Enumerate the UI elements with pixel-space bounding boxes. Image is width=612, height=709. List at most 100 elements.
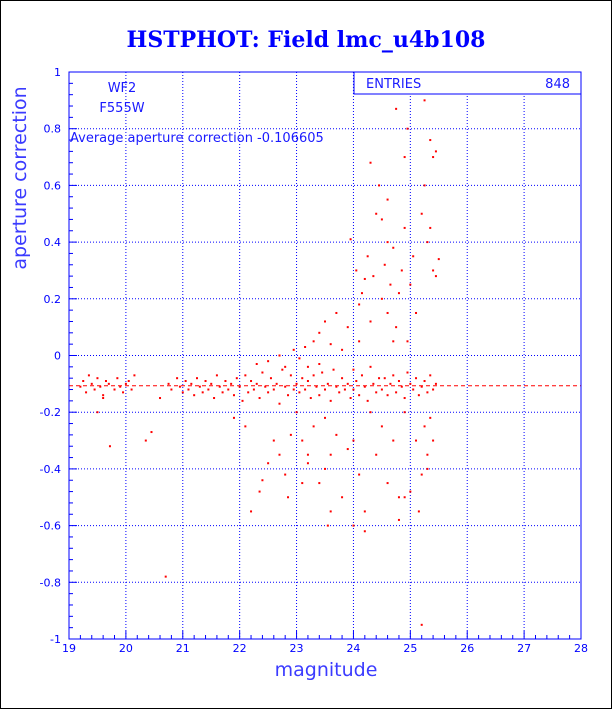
y-tick-label: -0.4	[40, 463, 61, 476]
data-points	[79, 99, 440, 626]
data-point	[338, 391, 341, 394]
data-point	[386, 198, 389, 201]
data-point	[85, 391, 88, 394]
data-point	[420, 385, 423, 388]
data-point	[386, 394, 389, 397]
data-point	[312, 340, 315, 343]
data-point	[258, 490, 261, 493]
data-point	[406, 127, 409, 130]
data-point	[429, 139, 432, 142]
data-point	[198, 385, 201, 388]
average-annotation: Average aperture correction -0.106605	[70, 131, 324, 146]
y-tick-label: -0.8	[40, 576, 61, 589]
y-tick-label: 0.8	[44, 123, 62, 136]
axis-ticks	[68, 71, 582, 640]
data-point	[341, 496, 344, 499]
data-point	[417, 394, 420, 397]
chart-title: HSTPHOT: Field lmc_u4b108	[127, 27, 486, 53]
data-point	[358, 303, 361, 306]
data-point	[79, 385, 82, 388]
data-point	[204, 380, 207, 383]
data-point	[87, 374, 90, 377]
data-point	[358, 473, 361, 476]
y-tick-label: 0	[54, 350, 61, 363]
data-point	[329, 453, 332, 456]
data-point	[167, 382, 170, 385]
x-tick-label: 26	[460, 642, 474, 655]
data-point	[386, 311, 389, 314]
data-point	[335, 433, 338, 436]
data-point	[252, 388, 255, 391]
data-point	[187, 388, 190, 391]
data-point	[284, 385, 287, 388]
data-point	[329, 343, 332, 346]
data-point	[272, 439, 275, 442]
data-point	[434, 275, 437, 278]
data-point	[403, 496, 406, 499]
data-point	[176, 377, 179, 380]
data-point	[432, 156, 435, 159]
data-point	[96, 377, 99, 380]
data-point	[375, 391, 378, 394]
data-point	[341, 377, 344, 380]
data-point	[96, 411, 99, 414]
data-point	[116, 377, 119, 380]
data-point	[258, 397, 261, 400]
data-point	[434, 150, 437, 153]
data-point	[224, 380, 227, 383]
data-point	[324, 467, 326, 470]
data-point	[363, 530, 366, 533]
data-point	[343, 388, 346, 391]
data-point	[400, 269, 403, 272]
data-point	[210, 382, 213, 385]
data-point	[355, 269, 358, 272]
data-point	[99, 385, 102, 388]
data-point	[309, 397, 312, 400]
data-point	[113, 388, 116, 391]
data-point	[301, 439, 304, 442]
x-axis-label: magnitude	[275, 659, 378, 681]
data-point	[369, 411, 372, 414]
data-point	[306, 365, 309, 368]
data-point	[412, 255, 415, 258]
x-tick-labels: 19 20 21 22 23 24 25 26 27 28	[62, 642, 588, 655]
data-point	[386, 241, 389, 244]
y-tick-labels: 1 0.8 0.6 0.4 0.2 0 -0.2 -0.4 -0.6 -0.8 -1	[40, 66, 61, 646]
data-point	[133, 374, 136, 377]
data-point	[380, 218, 383, 221]
data-point	[269, 377, 272, 380]
data-point	[397, 518, 400, 521]
data-point	[144, 439, 147, 442]
data-point	[346, 448, 349, 451]
data-point	[130, 388, 133, 391]
y-tick-label: 0.4	[44, 236, 62, 249]
data-point	[429, 226, 432, 229]
data-point	[193, 394, 196, 397]
data-point	[227, 388, 230, 391]
y-tick-label: -0.6	[40, 520, 61, 533]
data-point	[93, 388, 96, 391]
data-point	[190, 382, 193, 385]
data-point	[352, 524, 355, 527]
data-point	[355, 380, 358, 383]
data-point	[420, 212, 423, 215]
data-point	[397, 380, 400, 383]
data-point	[287, 496, 290, 499]
x-tick-label: 24	[346, 642, 360, 655]
data-point	[295, 382, 298, 385]
data-point	[326, 524, 329, 527]
data-point	[232, 394, 235, 397]
data-point	[107, 382, 110, 385]
data-point	[392, 246, 395, 249]
data-point	[264, 385, 267, 388]
data-point	[397, 496, 400, 499]
x-tick-label: 20	[119, 642, 133, 655]
data-point	[378, 377, 381, 380]
data-point	[244, 374, 247, 377]
data-point	[420, 473, 423, 476]
data-point	[321, 371, 324, 374]
data-point	[267, 462, 270, 465]
data-point	[426, 467, 429, 470]
y-tick-label: 1	[54, 66, 61, 79]
data-point	[244, 425, 247, 428]
